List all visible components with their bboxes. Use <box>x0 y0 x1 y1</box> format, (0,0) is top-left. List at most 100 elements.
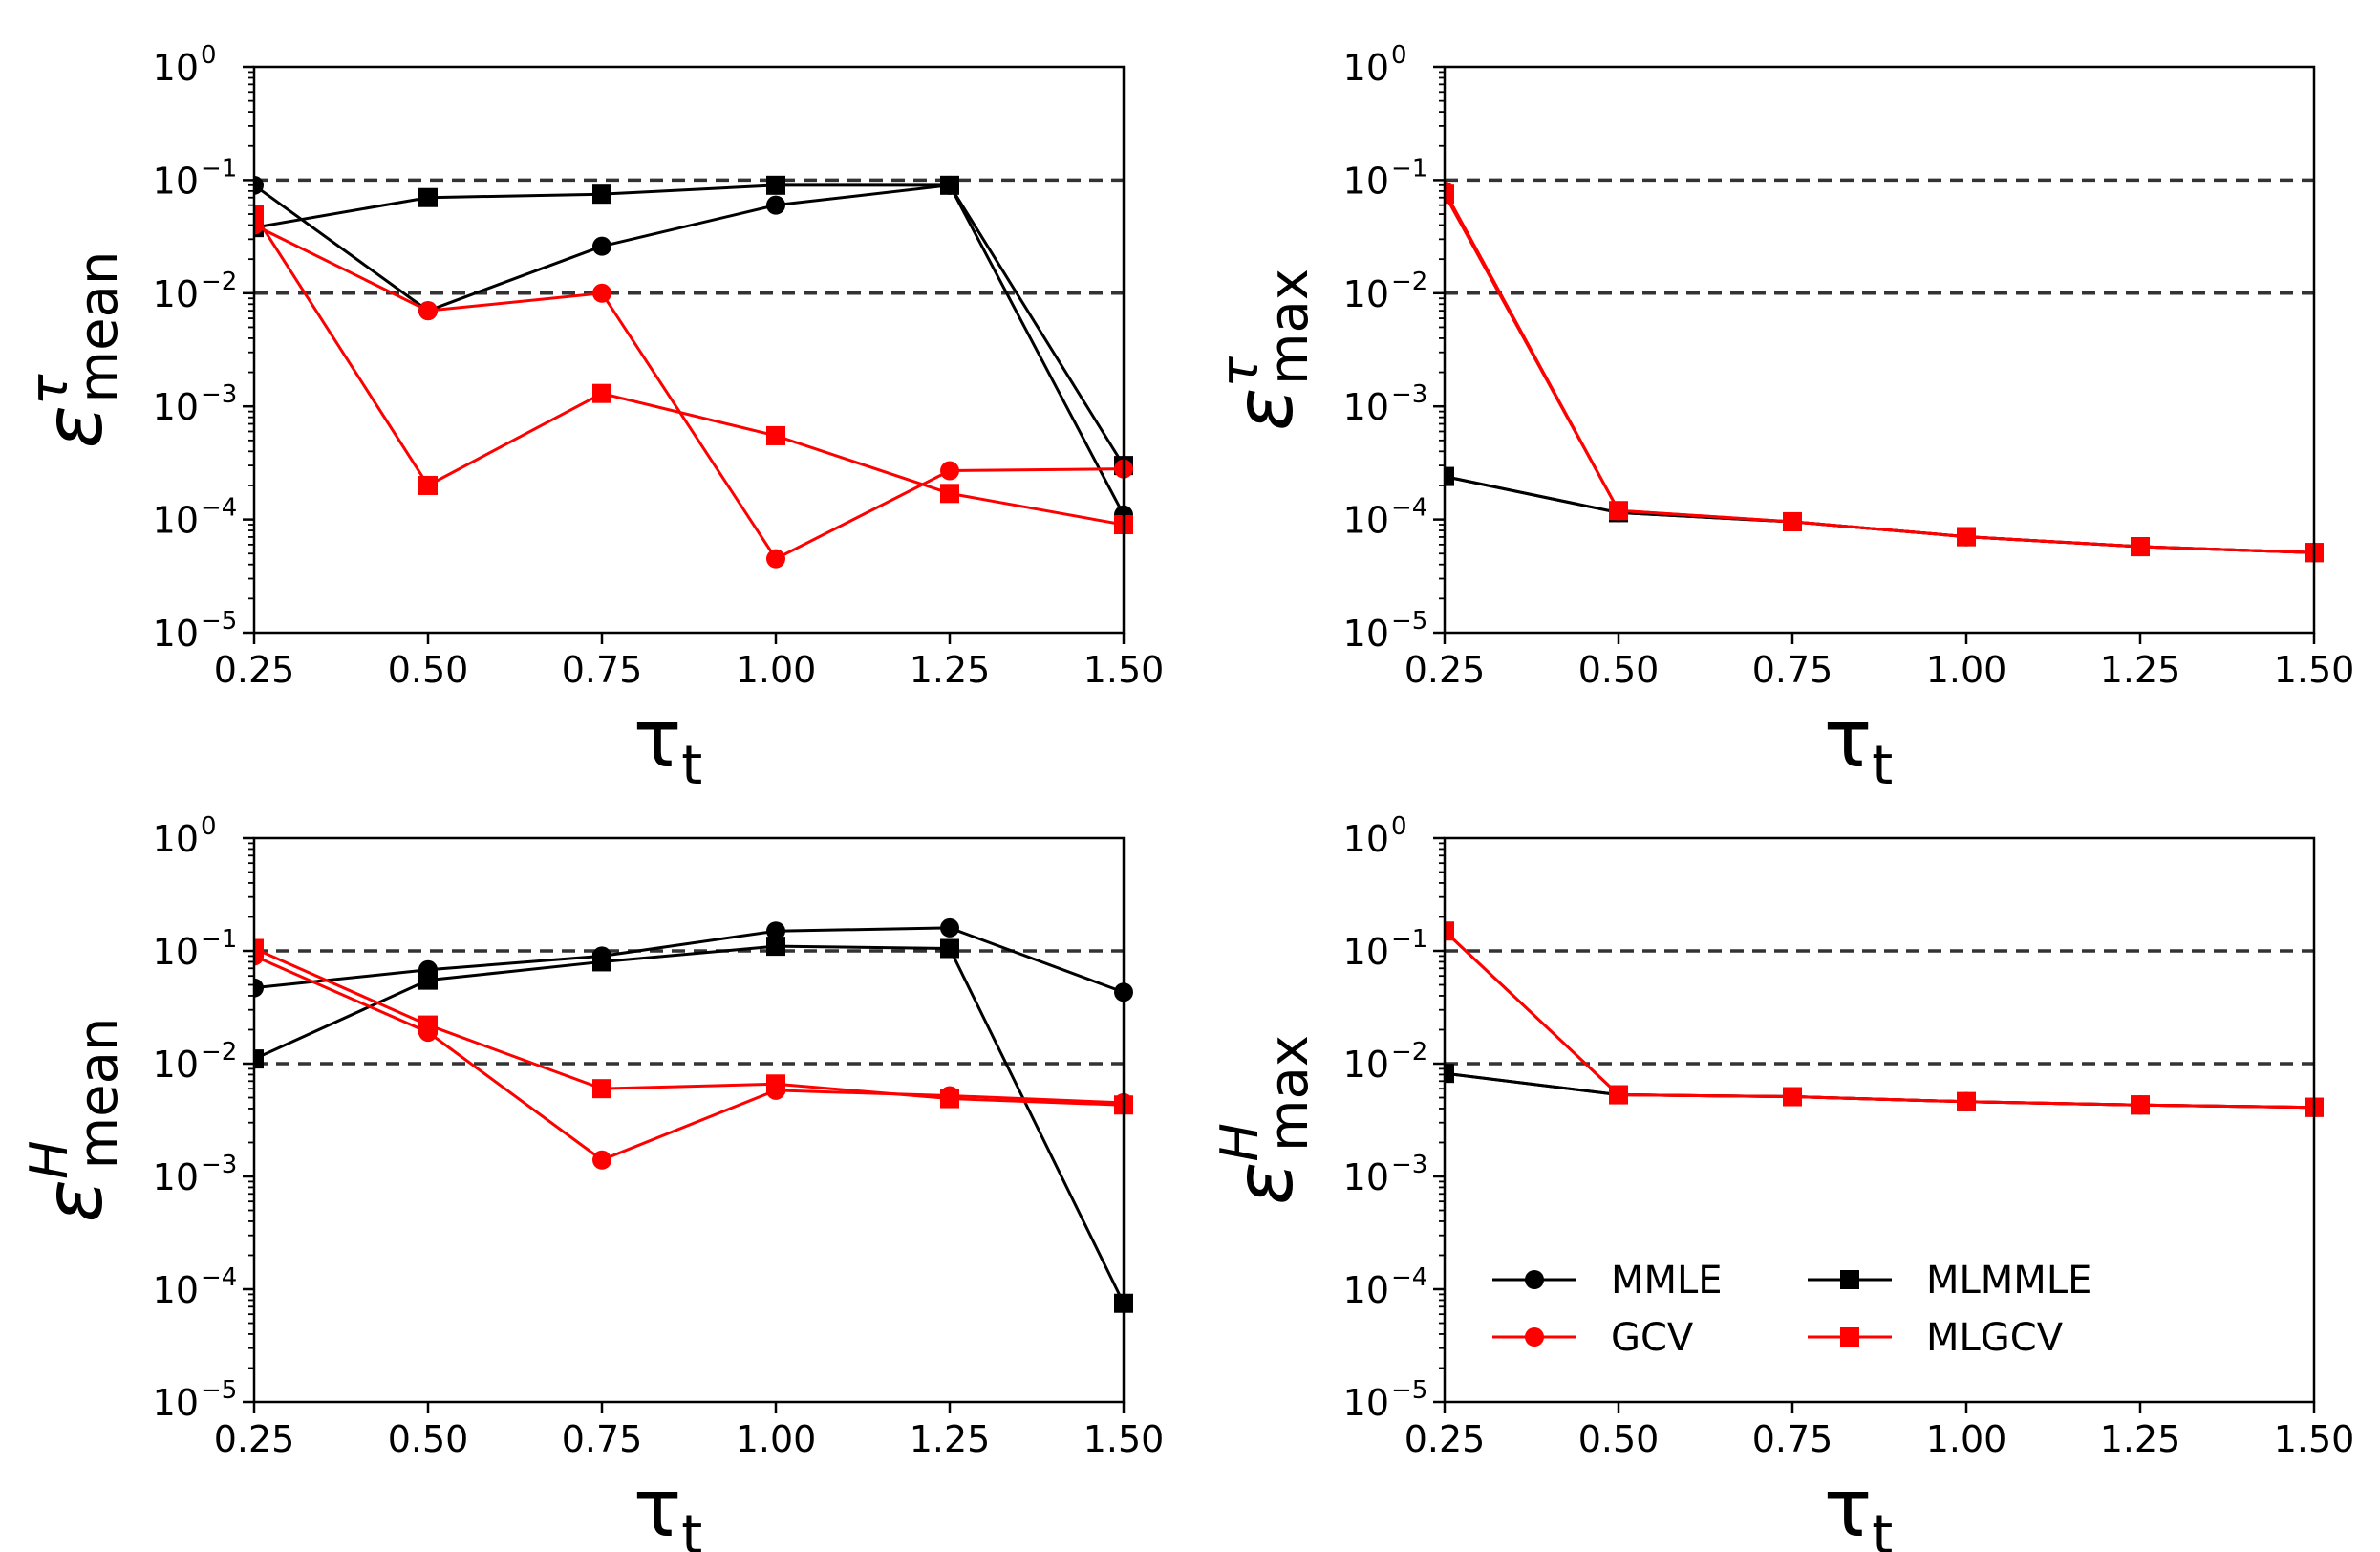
point-mlgcv <box>1783 1087 1802 1107</box>
x-axis-label: τt <box>633 692 703 797</box>
y-tick-label: 10 <box>153 273 199 315</box>
x-axis-label-symbol: τ <box>1824 692 1873 786</box>
y-tick-exponent: −1 <box>201 925 237 954</box>
y-tick-label: 10 <box>153 160 199 202</box>
y-axis-label-subscript: max <box>1258 1035 1320 1152</box>
y-axis-label-symbol: ε <box>27 1179 120 1222</box>
y-axis-label-symbol: ε <box>27 405 120 448</box>
point-gcv <box>940 461 959 481</box>
y-axis-label: ετmean <box>19 251 130 449</box>
y-tick-exponent: −2 <box>1391 268 1427 296</box>
y-tick-label: 10 <box>153 1044 199 1086</box>
point-mlmmle <box>766 937 785 957</box>
y-tick-label: 10 <box>1343 613 1389 655</box>
point-mlgcv <box>940 484 959 504</box>
y-axis-label-subscript: max <box>1258 269 1320 385</box>
y-tick-label: 10 <box>1343 47 1389 89</box>
point-mlgcv <box>254 205 264 225</box>
y-tick-label: 10 <box>1343 1269 1389 1311</box>
y-axis-label: ετmax <box>1210 269 1320 431</box>
y-tick-exponent: −2 <box>201 1038 237 1067</box>
point-mlgcv <box>1783 511 1802 531</box>
y-tick-label: 10 <box>1343 1044 1389 1086</box>
x-axis-label-subscript: t <box>1872 1504 1893 1552</box>
y-tick-exponent: −5 <box>201 607 237 636</box>
y-tick-label: 10 <box>153 931 199 973</box>
x-axis-label-subscript: t <box>681 1504 702 1552</box>
series-line-gcv <box>1445 930 2315 1110</box>
x-axis-label: τt <box>1824 1461 1894 1552</box>
legend-label-mlmmle: MLMMLE <box>1926 1259 2091 1303</box>
y-tick-exponent: −1 <box>201 154 237 183</box>
legend: MMLE MLMMLE GCV MLGCV <box>1492 1259 2091 1360</box>
x-tick-label: 1.50 <box>1083 1418 1165 1460</box>
legend-marker-mlgcv <box>1840 1327 1859 1347</box>
y-tick-label: 10 <box>1343 500 1389 542</box>
x-tick-label: 1.25 <box>2100 1418 2181 1460</box>
series-line-mlgcv <box>1445 930 2315 1110</box>
y-axis-label: εHmax <box>1210 1035 1320 1205</box>
x-tick-label: 0.50 <box>1578 1418 1660 1460</box>
point-mlmmle <box>418 970 438 990</box>
y-tick-label: 10 <box>1343 1382 1389 1424</box>
y-tick-label: 10 <box>153 47 199 89</box>
point-mmle <box>254 175 264 195</box>
x-tick-label: 0.25 <box>1404 1418 1486 1460</box>
series-line-mlmmle <box>254 944 1126 1304</box>
point-mlgcv <box>940 1089 959 1109</box>
x-axis-label-subscript: t <box>1872 735 1893 797</box>
point-gcv <box>418 301 438 321</box>
x-tick-label: 0.25 <box>1404 649 1486 691</box>
y-tick-exponent: 0 <box>1391 41 1407 70</box>
x-tick-label: 1.00 <box>736 649 817 691</box>
x-axis-label-symbol: τ <box>633 692 682 786</box>
point-mmle <box>254 978 264 998</box>
y-tick-exponent: −3 <box>1391 1151 1427 1179</box>
point-mlmmle <box>1445 466 1454 486</box>
series-line-gcv <box>254 224 1125 561</box>
series-line-mlgcv <box>254 947 1125 1107</box>
y-tick-label: 10 <box>153 500 199 542</box>
legend-marker-mmle <box>1525 1270 1544 1289</box>
x-tick-label: 1.00 <box>1926 1418 2007 1460</box>
x-axis-label-symbol: τ <box>1824 1461 1873 1552</box>
point-mlmmle <box>254 1049 264 1069</box>
y-tick-label: 10 <box>1343 818 1389 860</box>
y-tick-exponent: 0 <box>201 41 217 70</box>
y-tick-label: 10 <box>1343 1156 1389 1198</box>
y-axis-label-superscript: τ <box>1210 356 1270 388</box>
point-gcv <box>592 1150 611 1170</box>
y-tick-label: 10 <box>1343 931 1389 973</box>
series-line-mmle <box>1445 475 2315 554</box>
point-mlgcv <box>2131 1095 2150 1115</box>
y-tick-exponent: −2 <box>201 268 237 296</box>
x-tick-label: 1.25 <box>910 649 991 691</box>
x-axis-label-subscript: t <box>681 735 702 797</box>
x-tick-label: 0.50 <box>388 1418 469 1460</box>
y-axis-label-subscript: mean <box>68 251 130 403</box>
x-tick-label: 1.50 <box>2274 1418 2355 1460</box>
series-line-mmle <box>254 183 1126 516</box>
y-tick-exponent: −4 <box>201 1263 237 1292</box>
y-axis-label-superscript: τ <box>19 374 79 405</box>
y-tick-exponent: −1 <box>1391 925 1427 954</box>
point-mlgcv <box>2131 537 2150 557</box>
x-axis-label-symbol: τ <box>633 1461 682 1552</box>
x-tick-label: 0.50 <box>388 649 469 691</box>
x-tick-label: 1.25 <box>910 1418 991 1460</box>
y-axis-label-symbol: ε <box>1217 388 1311 431</box>
x-tick-label: 1.50 <box>2274 649 2355 691</box>
y-tick-exponent: −3 <box>201 1151 237 1179</box>
axes-frame <box>252 836 1126 1404</box>
y-tick-label: 10 <box>153 613 199 655</box>
x-tick-label: 0.75 <box>562 1418 643 1460</box>
x-tick-label: 0.75 <box>1752 649 1833 691</box>
axes-frame <box>1443 836 2316 1404</box>
legend-label-gcv: GCV <box>1611 1316 1694 1360</box>
y-tick-exponent: −3 <box>201 380 237 409</box>
x-axis-label: τt <box>1824 692 1894 797</box>
axes-frame <box>1443 65 2316 635</box>
